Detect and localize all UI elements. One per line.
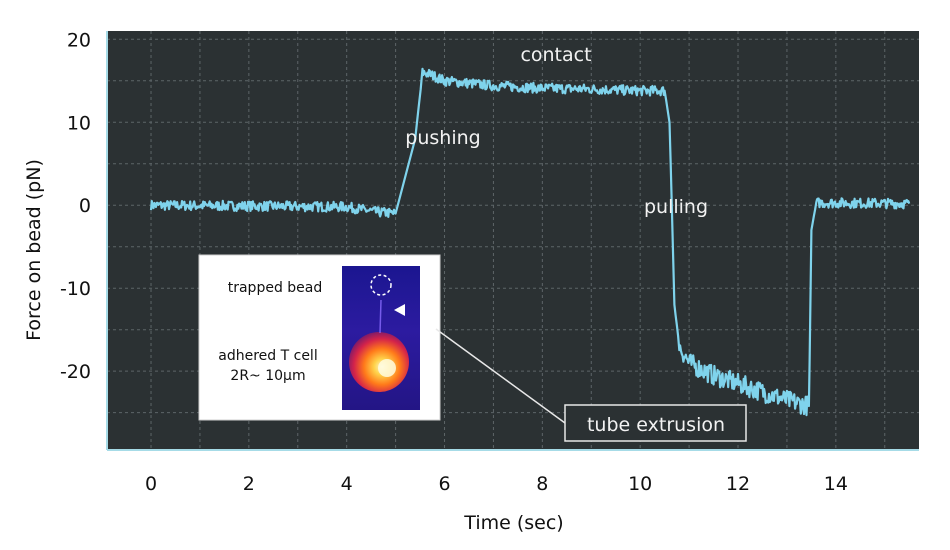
callout-box [564, 404, 747, 442]
y-tick-label: -20 [60, 361, 91, 383]
bead-marker-icon [370, 274, 392, 296]
annotation-pushing: pushing [405, 127, 480, 149]
inset-label-cell: adhered T cell [218, 348, 317, 364]
x-axis-title: Time (sec) [463, 512, 563, 534]
cell-image [349, 332, 409, 392]
y-axis-title: Force on bead (pN) [23, 159, 45, 341]
x-tick-label: 4 [341, 473, 353, 495]
annotation-contact: contact [520, 44, 591, 66]
x-tick-label: 0 [145, 473, 157, 495]
x-tick-label: 8 [536, 473, 548, 495]
annotation-pulling: pulling [644, 196, 708, 218]
y-axis-ticks: 20 10 0 -10 -20 [60, 29, 91, 383]
inset-panel: trapped bead adhered T cell 2R~ 10μm [198, 254, 441, 421]
membrane-tube [379, 299, 382, 334]
inset-label-trapped-bead: trapped bead [228, 280, 323, 296]
cell-hotspot [378, 359, 396, 377]
y-tick-label: 10 [67, 112, 91, 134]
x-axis-ticks: 0 2 4 6 8 10 12 14 [145, 473, 848, 495]
x-tick-label: 10 [628, 473, 652, 495]
force-trace-line [149, 67, 911, 417]
y-tick-label: 20 [67, 29, 91, 51]
inset-label-size: 2R~ 10μm [230, 368, 305, 384]
annotation-tube-extrusion: tube extrusion [587, 414, 725, 436]
y-tick-label: -10 [60, 278, 91, 300]
arrowhead-icon [394, 304, 405, 316]
x-tick-label: 2 [243, 473, 255, 495]
x-tick-label: 12 [726, 473, 750, 495]
y-tick-label: 0 [79, 195, 91, 217]
x-tick-label: 6 [438, 473, 450, 495]
callout-leader-line [435, 328, 566, 424]
x-tick-label: 14 [824, 473, 848, 495]
